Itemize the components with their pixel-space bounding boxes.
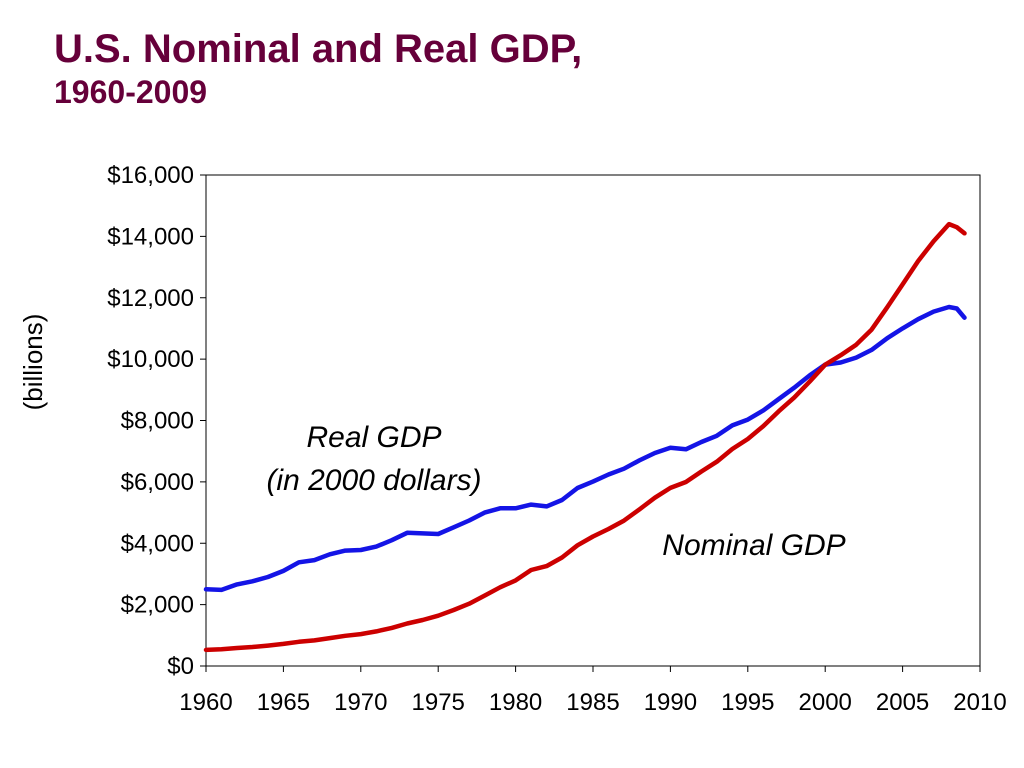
annotation-real: Real GDP (in 2000 dollars)	[266, 421, 481, 497]
y-tick-label: $16,000	[107, 162, 194, 189]
x-tick-label: 1990	[644, 689, 697, 716]
slide-title: U.S. Nominal and Real GDP, 1960-2009	[54, 26, 582, 112]
series-line-real-gdp	[203, 304, 967, 593]
title-line-2: 1960-2009	[54, 74, 208, 110]
x-axis: 1960 1965 1970 1975 1980 1985 1990 1995 2000 2005…	[179, 666, 1007, 716]
annotation-nominal: Nominal GDP	[662, 529, 845, 562]
y-tick-label: $0	[167, 653, 194, 680]
x-tick-label: 2010	[953, 689, 1006, 716]
y-tick-label: $8,000	[121, 408, 194, 435]
y-tick-label: $2,000	[121, 592, 194, 619]
x-tick-label: 1975	[412, 689, 465, 716]
y-axis-label: (billions)	[18, 314, 48, 411]
y-tick-label: $12,000	[107, 285, 194, 312]
y-tick-label: $14,000	[107, 223, 194, 250]
series-line-nominal-gdp	[203, 221, 967, 653]
x-tick-label: 1965	[257, 689, 310, 716]
y-axis: $0 $2,000 $4,000 $6,000 $8,000 $10,000 $12,000…	[107, 162, 206, 680]
x-tick-label: 1970	[334, 689, 387, 716]
x-tick-label: 1960	[179, 689, 232, 716]
series-lines	[203, 221, 967, 653]
annotation-real-line2: (in 2000 dollars)	[266, 464, 481, 497]
y-tick-label: $6,000	[121, 469, 194, 496]
y-tick-label: $10,000	[107, 346, 194, 373]
x-tick-label: 2000	[799, 689, 852, 716]
x-tick-label: 1985	[566, 689, 619, 716]
x-tick-label: 2005	[876, 689, 929, 716]
y-tick-label: $4,000	[121, 530, 194, 557]
annotation-real-line1: Real GDP	[306, 421, 441, 454]
x-tick-label: 1980	[489, 689, 542, 716]
x-tick-label: 1995	[721, 689, 774, 716]
title-line-1: U.S. Nominal and Real GDP,	[54, 27, 583, 71]
